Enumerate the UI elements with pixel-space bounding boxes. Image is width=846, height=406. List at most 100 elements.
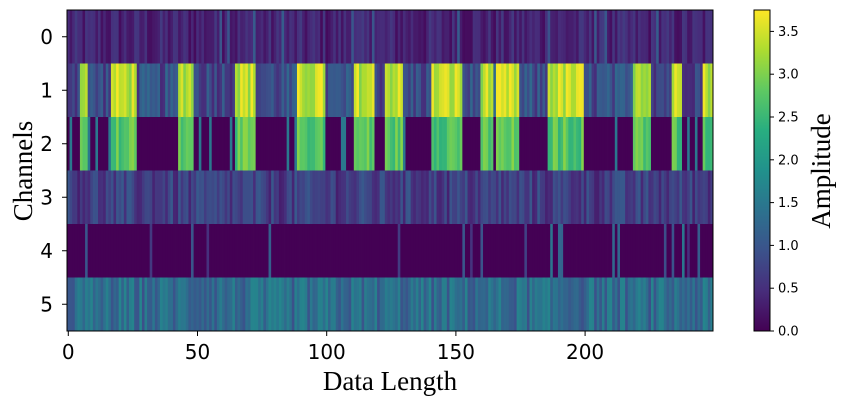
heatmap-cell <box>258 10 262 64</box>
heatmap-cell <box>234 170 238 225</box>
heatmap-cell <box>555 10 559 64</box>
heatmap-cell <box>268 63 272 118</box>
heatmap-cell <box>152 224 156 278</box>
heatmap-cell <box>413 117 417 171</box>
heatmap-cell <box>141 117 145 171</box>
heatmap-cell <box>676 63 680 118</box>
heatmap-cell <box>69 277 73 332</box>
heatmap-cell <box>547 117 551 171</box>
heatmap-cell <box>674 170 678 225</box>
heatmap-cell <box>470 170 474 225</box>
heatmap-cell <box>619 117 623 171</box>
heatmap-cell <box>291 10 295 64</box>
heatmap-cell <box>578 10 582 64</box>
heatmap-cell <box>552 117 556 171</box>
heatmap-cell <box>501 224 505 278</box>
heatmap-cell <box>247 170 251 225</box>
heatmap-cell <box>346 277 350 332</box>
heatmap-cell <box>273 63 277 118</box>
heatmap-cell <box>384 224 388 278</box>
heatmap-cell <box>325 277 329 332</box>
heatmap-cell <box>224 170 228 225</box>
heatmap-cell <box>687 10 691 64</box>
heatmap-cell <box>255 277 259 332</box>
heatmap-cell <box>511 10 515 64</box>
heatmap-cell <box>614 117 618 171</box>
heatmap-cell <box>521 10 525 64</box>
heatmap-cell <box>692 10 696 64</box>
heatmap-cell <box>459 10 463 64</box>
heatmap-cell <box>596 170 600 225</box>
heatmap-cell <box>410 117 414 171</box>
heatmap-cell <box>444 10 448 64</box>
heatmap-cell <box>255 170 259 225</box>
heatmap-cell <box>462 224 466 278</box>
heatmap-cell <box>449 224 453 278</box>
heatmap-cell <box>648 117 652 171</box>
heatmap-cell <box>635 10 639 64</box>
heatmap-cell <box>309 63 313 118</box>
heatmap-cell <box>524 224 528 278</box>
heatmap-cell <box>408 10 412 64</box>
heatmap-cell <box>666 170 670 225</box>
heatmap-cell <box>423 277 427 332</box>
heatmap-cell <box>410 170 414 225</box>
heatmap-cell <box>681 10 685 64</box>
heatmap-cell <box>596 63 600 118</box>
heatmap-cell <box>296 117 300 171</box>
heatmap-cell <box>206 63 210 118</box>
heatmap-cell <box>312 63 316 118</box>
heatmap-cell <box>436 10 440 64</box>
heatmap-cell <box>312 10 316 64</box>
heatmap-cell <box>669 277 673 332</box>
heatmap-cell <box>348 63 352 118</box>
heatmap-cell <box>289 277 293 332</box>
heatmap-cell <box>227 63 231 118</box>
heatmap-cell <box>172 63 176 118</box>
heatmap-cell <box>147 117 151 171</box>
heatmap-cell <box>449 63 453 118</box>
heatmap-cell <box>147 10 151 64</box>
heatmap-cell <box>183 277 187 332</box>
heatmap-cell <box>165 277 169 332</box>
heatmap-cell <box>131 170 135 225</box>
heatmap-cell <box>110 224 114 278</box>
heatmap-cell <box>95 277 99 332</box>
heatmap-cell <box>514 63 518 118</box>
heatmap-cell <box>446 170 450 225</box>
heatmap-cell <box>557 277 561 332</box>
heatmap-cell <box>330 170 334 225</box>
heatmap-cell <box>123 170 127 225</box>
heatmap-cell <box>263 10 267 64</box>
heatmap-cell <box>462 63 466 118</box>
heatmap-cell <box>516 10 520 64</box>
heatmap-cell <box>539 10 543 64</box>
heatmap-cell <box>635 277 639 332</box>
heatmap-cell <box>152 170 156 225</box>
heatmap-cell <box>679 63 683 118</box>
heatmap-cell <box>377 170 381 225</box>
heatmap-cell <box>302 170 306 225</box>
heatmap-cell <box>356 10 360 64</box>
heatmap-cell <box>594 277 598 332</box>
heatmap-cell <box>271 224 275 278</box>
heatmap-cell <box>669 10 673 64</box>
heatmap-cell <box>638 170 642 225</box>
heatmap-cell <box>284 117 288 171</box>
heatmap-cell <box>224 224 228 278</box>
heatmap-cell <box>467 224 471 278</box>
heatmap-cell <box>170 117 174 171</box>
heatmap-cell <box>364 10 368 64</box>
heatmap-cell <box>694 170 698 225</box>
heatmap-cell <box>98 10 101 64</box>
heatmap-cell <box>475 170 479 225</box>
heatmap-cell <box>632 10 636 64</box>
colorbar-tick-label: 3.5 <box>778 25 799 40</box>
heatmap-cell <box>464 224 468 278</box>
y-tick-label: 1 <box>40 78 53 102</box>
heatmap-cell <box>671 277 675 332</box>
heatmap-cell <box>656 63 660 118</box>
heatmap-cell <box>653 224 657 278</box>
heatmap-cell <box>537 277 541 332</box>
heatmap-cell <box>638 224 642 278</box>
